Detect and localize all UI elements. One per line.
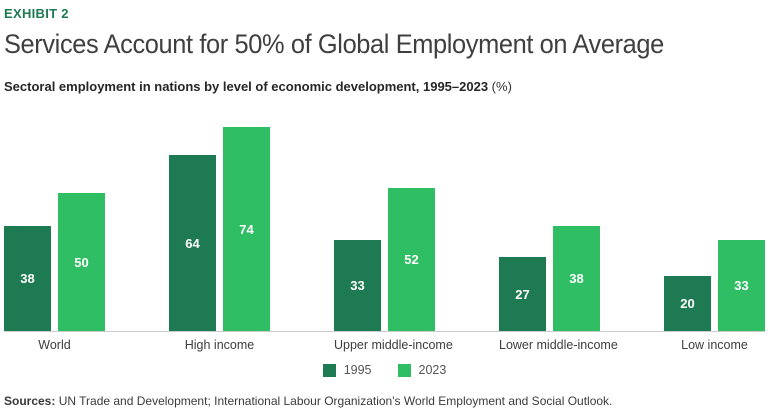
plot-area: 38 50 64 74 33 52 27 38 20 33 xyxy=(4,112,765,332)
sources-label: Sources: xyxy=(4,394,56,408)
bar-2023-high-income: 74 xyxy=(223,127,270,331)
bar-2023-lower-middle-income: 38 xyxy=(553,226,600,331)
bar-1995-world: 38 xyxy=(4,226,51,331)
bar-value-label: 27 xyxy=(515,286,530,302)
bar-2023-upper-middle-income: 52 xyxy=(388,188,435,331)
chart-subtitle-text: Sectoral employment in nations by level … xyxy=(4,79,489,94)
bar-2023-world: 50 xyxy=(58,193,105,331)
bar-1995-low-income: 20 xyxy=(664,276,711,331)
bar-1995-lower-middle-income: 27 xyxy=(499,257,546,331)
chart-subtitle: Sectoral employment in nations by level … xyxy=(4,79,765,94)
sources-text: UN Trade and Development; International … xyxy=(55,394,613,408)
bar-value-label: 52 xyxy=(404,252,419,267)
category-label-low-income: Low income xyxy=(681,338,748,352)
category-label-world: World xyxy=(38,338,71,352)
bar-value-label: 33 xyxy=(734,278,749,293)
bar-value-label: 38 xyxy=(569,271,584,286)
bar-1995-high-income: 64 xyxy=(169,155,216,331)
bar-value-label: 64 xyxy=(185,235,200,251)
bar-group-world: 38 50 xyxy=(4,193,105,331)
bar-group-upper-middle-income: 33 52 xyxy=(334,188,435,331)
bar-1995-upper-middle-income: 33 xyxy=(334,240,381,331)
bar-group-high-income: 64 74 xyxy=(169,127,270,331)
legend-swatch-2023 xyxy=(397,363,411,377)
bar-2023-low-income: 33 xyxy=(718,240,765,331)
chart-legend: 1995 2023 xyxy=(4,363,765,377)
exhibit-label: EXHIBIT 2 xyxy=(4,6,69,21)
bar-value-label: 33 xyxy=(350,278,365,293)
legend-label-2023: 2023 xyxy=(418,363,447,377)
legend-label-1995: 1995 xyxy=(343,363,372,377)
bar-value-label: 74 xyxy=(239,221,254,237)
legend-item-2023: 2023 xyxy=(397,363,447,377)
legend-swatch-1995 xyxy=(322,363,336,377)
bar-group-low-income: 20 33 xyxy=(664,240,765,331)
bar-value-label: 38 xyxy=(20,271,35,286)
page-title: Services Account for 50% of Global Emplo… xyxy=(4,29,664,59)
bar-value-label: 50 xyxy=(74,254,89,270)
category-label-high-income: High income xyxy=(184,338,255,352)
category-label-lower-middle-income: Lower middle-income xyxy=(499,338,618,352)
category-label-upper-middle-income: Upper middle-income xyxy=(334,338,453,352)
chart-subtitle-unit: (%) xyxy=(488,79,512,94)
category-labels: World High income Upper middle-income Lower… xyxy=(4,338,765,352)
legend-item-1995: 1995 xyxy=(322,363,372,377)
bar-group-lower-middle-income: 27 38 xyxy=(499,226,600,331)
sources-line: Sources: UN Trade and Development; Inter… xyxy=(4,394,765,408)
bar-value-label: 20 xyxy=(680,296,695,311)
